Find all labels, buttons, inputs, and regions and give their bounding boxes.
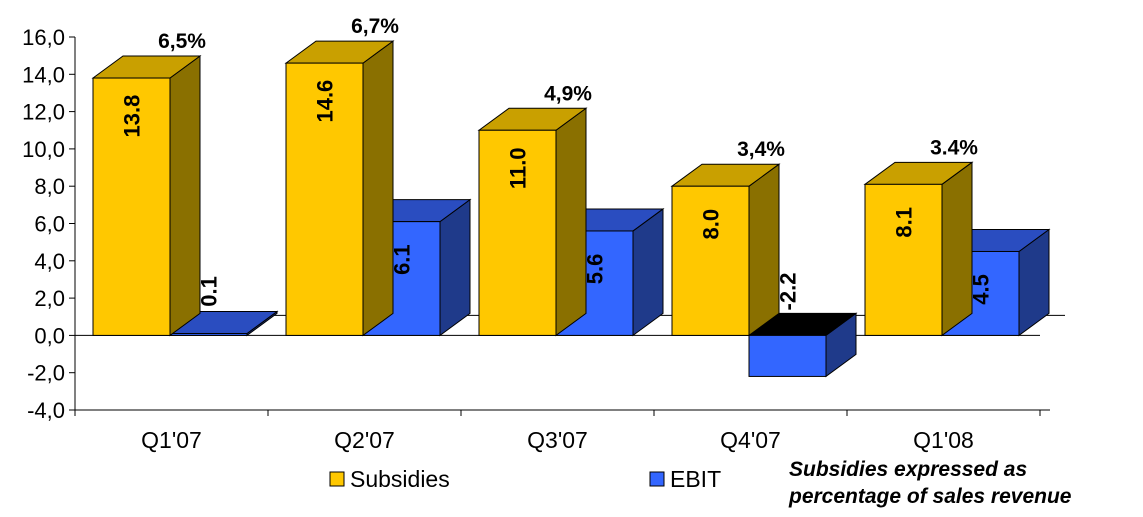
x-tick-label: Q2'07 xyxy=(334,427,395,453)
percent-label: 4,9% xyxy=(544,82,592,105)
chart-bars xyxy=(91,40,1051,378)
legend-swatch xyxy=(649,471,665,487)
subsidies-bar-side xyxy=(555,107,587,337)
y-tick-label: -2,0 xyxy=(27,361,65,386)
subsidies-value-label: 8.0 xyxy=(699,209,724,240)
note-line-2: percentage of sales revenue xyxy=(789,485,1072,508)
percent-label: 3,4% xyxy=(737,138,785,161)
subsidies-bar-side xyxy=(362,40,394,337)
y-tick-label: 8,0 xyxy=(34,174,65,199)
subsidies-value-label: 8.1 xyxy=(892,207,917,238)
chart-labels: 13.8 0.1 6,5% 14.6 6.1 6,7% 11.0 5.6 4,9% 8.0 -2.2… xyxy=(120,15,994,310)
percent-label: 6,5% xyxy=(158,30,206,53)
ebit-value-label: -2.2 xyxy=(776,273,801,311)
x-tick-label: Q1'08 xyxy=(913,427,974,453)
subsidies-value-label: 11.0 xyxy=(506,147,531,189)
subsidies-value-label: 14.6 xyxy=(313,80,338,123)
note-line-1: Subsidies expressed as xyxy=(789,458,1028,481)
y-tick-label: 16,0 xyxy=(22,25,65,50)
subsidies-bar xyxy=(670,163,781,337)
subsidies-bar-side xyxy=(169,55,201,337)
subsidies-bar xyxy=(284,40,395,337)
subsidies-bar-side xyxy=(748,163,780,337)
subsidies-bar-front xyxy=(671,185,750,336)
x-tick-label: Q3'07 xyxy=(527,427,588,453)
legend-label-ebit: EBIT xyxy=(670,466,721,492)
ebit-bar-side xyxy=(439,198,471,337)
subsidies-bar xyxy=(863,161,974,337)
chart-axes: -4,0 -2,0 0,0 2,0 4,0 6,0 8,0 10,0 12,0 14,0 16,0 Q… xyxy=(22,25,1065,453)
x-tick-label: Q4'07 xyxy=(720,427,781,453)
legend-swatch xyxy=(329,471,345,487)
subsidies-bar xyxy=(477,107,588,337)
ebit-bar-front xyxy=(169,333,248,336)
subsidies-bar xyxy=(91,55,202,337)
y-tick-label: 4,0 xyxy=(34,249,65,274)
subsidies-bar-side xyxy=(941,161,973,337)
subsidies-bar-front xyxy=(285,62,364,336)
percent-label: 6,7% xyxy=(351,15,399,38)
chart-note: Subsidies expressed as percentage of sal… xyxy=(789,456,1139,510)
subsidies-value-label: 13.8 xyxy=(120,95,145,138)
chart-legend: Subsidies EBIT xyxy=(329,466,721,492)
y-tick-label: 12,0 xyxy=(22,100,65,125)
subsidies-bar-front xyxy=(92,77,171,336)
y-tick-label: 10,0 xyxy=(22,137,65,162)
ebit-bar xyxy=(168,310,279,337)
subsidies-bar-front xyxy=(478,129,557,336)
y-tick-label: 14,0 xyxy=(22,62,65,87)
percent-label: 3.4% xyxy=(930,136,978,159)
subsidies-bar-front xyxy=(864,183,943,336)
y-tick-label: 2,0 xyxy=(34,286,65,311)
ebit-value-label: 5.6 xyxy=(583,254,608,285)
ebit-bar-front xyxy=(748,334,827,377)
ebit-value-label: 6.1 xyxy=(390,244,415,275)
y-tick-label: -4,0 xyxy=(27,398,65,423)
y-tick-label: 6,0 xyxy=(34,212,65,237)
x-tick-label: Q1'07 xyxy=(141,427,202,453)
ebit-value-label: 0.1 xyxy=(197,276,222,307)
y-tick-label: 0,0 xyxy=(34,323,65,348)
legend-label-subsidies: Subsidies xyxy=(350,466,450,492)
ebit-bar xyxy=(747,312,858,378)
ebit-value-label: 4.5 xyxy=(969,274,994,305)
